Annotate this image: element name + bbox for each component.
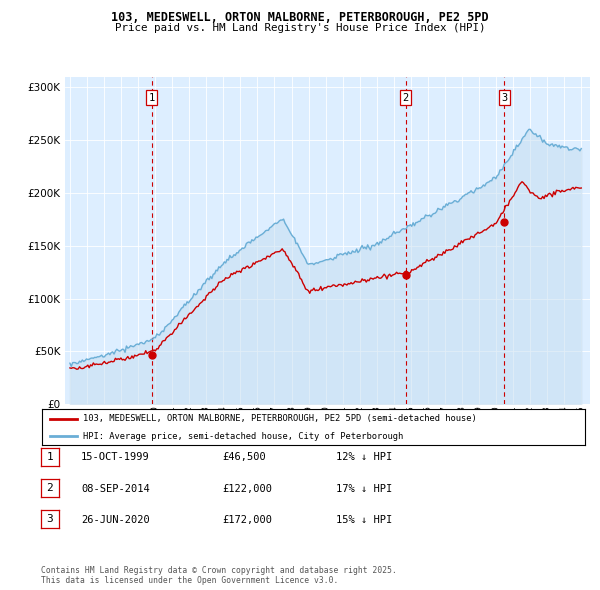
Text: 3: 3 <box>501 93 508 103</box>
Text: 103, MEDESWELL, ORTON MALBORNE, PETERBOROUGH, PE2 5PD (semi-detached house): 103, MEDESWELL, ORTON MALBORNE, PETERBOR… <box>83 414 476 423</box>
Text: 103, MEDESWELL, ORTON MALBORNE, PETERBOROUGH, PE2 5PD: 103, MEDESWELL, ORTON MALBORNE, PETERBOR… <box>111 11 489 24</box>
Text: 26-JUN-2020: 26-JUN-2020 <box>81 515 150 525</box>
Text: 17% ↓ HPI: 17% ↓ HPI <box>336 484 392 493</box>
Text: 08-SEP-2014: 08-SEP-2014 <box>81 484 150 493</box>
Text: HPI: Average price, semi-detached house, City of Peterborough: HPI: Average price, semi-detached house,… <box>83 432 403 441</box>
Text: Contains HM Land Registry data © Crown copyright and database right 2025.
This d: Contains HM Land Registry data © Crown c… <box>41 566 397 585</box>
Text: £172,000: £172,000 <box>222 515 272 525</box>
Text: 12% ↓ HPI: 12% ↓ HPI <box>336 453 392 462</box>
Text: 1: 1 <box>46 452 53 461</box>
Text: £122,000: £122,000 <box>222 484 272 493</box>
Text: 1: 1 <box>148 93 155 103</box>
Text: Price paid vs. HM Land Registry's House Price Index (HPI): Price paid vs. HM Land Registry's House … <box>115 23 485 33</box>
Text: 15-OCT-1999: 15-OCT-1999 <box>81 453 150 462</box>
Text: 2: 2 <box>403 93 409 103</box>
Text: 3: 3 <box>46 514 53 524</box>
Text: 2: 2 <box>46 483 53 493</box>
Text: 15% ↓ HPI: 15% ↓ HPI <box>336 515 392 525</box>
Text: £46,500: £46,500 <box>222 453 266 462</box>
